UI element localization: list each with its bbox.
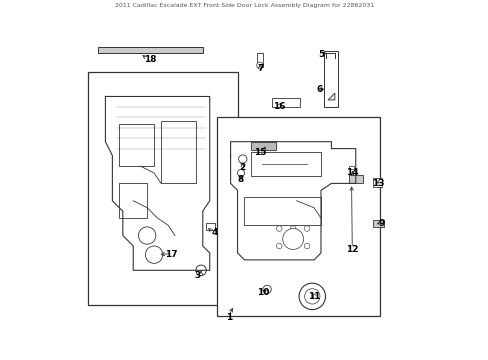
Circle shape	[290, 243, 295, 249]
Text: 3: 3	[194, 271, 200, 280]
Text: 5: 5	[317, 50, 324, 59]
Bar	[216, 117, 379, 315]
Bar	[119, 124, 154, 166]
Text: 8: 8	[237, 175, 244, 184]
Circle shape	[304, 289, 319, 304]
Text: 14: 14	[345, 168, 358, 177]
Polygon shape	[324, 51, 338, 107]
Polygon shape	[327, 93, 334, 100]
Text: 13: 13	[371, 179, 384, 188]
Bar	[161, 121, 195, 183]
Circle shape	[237, 170, 244, 176]
Circle shape	[299, 283, 325, 310]
Bar	[272, 98, 300, 107]
Text: 6: 6	[315, 85, 322, 94]
Circle shape	[256, 62, 263, 68]
Bar	[372, 220, 383, 227]
Text: 9: 9	[378, 219, 384, 228]
Circle shape	[282, 229, 303, 249]
Circle shape	[290, 226, 295, 231]
Text: 18: 18	[144, 55, 157, 64]
Bar	[251, 142, 275, 150]
Text: 15: 15	[253, 148, 266, 157]
Text: 12: 12	[346, 245, 358, 254]
Circle shape	[145, 246, 163, 264]
Bar	[119, 183, 147, 218]
Text: 16: 16	[272, 102, 285, 111]
Text: 7: 7	[256, 64, 263, 73]
Bar	[244, 197, 320, 225]
Circle shape	[195, 265, 206, 275]
Text: 17: 17	[165, 250, 178, 259]
Circle shape	[276, 243, 282, 249]
Circle shape	[304, 243, 309, 249]
Circle shape	[263, 285, 271, 294]
Text: 1: 1	[225, 313, 231, 322]
Title: 2011 Cadillac Escalade EXT Front Side Door Lock Assembly Diagram for 22862031: 2011 Cadillac Escalade EXT Front Side Do…	[115, 3, 373, 8]
Circle shape	[276, 226, 282, 231]
Bar	[348, 166, 353, 170]
Circle shape	[238, 155, 246, 163]
Text: 11: 11	[307, 292, 320, 301]
Bar	[88, 72, 237, 305]
Text: 10: 10	[257, 288, 269, 297]
Bar	[256, 53, 263, 67]
Bar	[372, 178, 381, 187]
Bar	[348, 175, 362, 183]
Bar	[98, 47, 203, 53]
Bar	[206, 223, 215, 230]
Circle shape	[138, 227, 156, 244]
Bar	[251, 152, 320, 176]
Circle shape	[304, 226, 309, 231]
Text: 4: 4	[211, 228, 218, 237]
Text: 2: 2	[239, 163, 245, 172]
